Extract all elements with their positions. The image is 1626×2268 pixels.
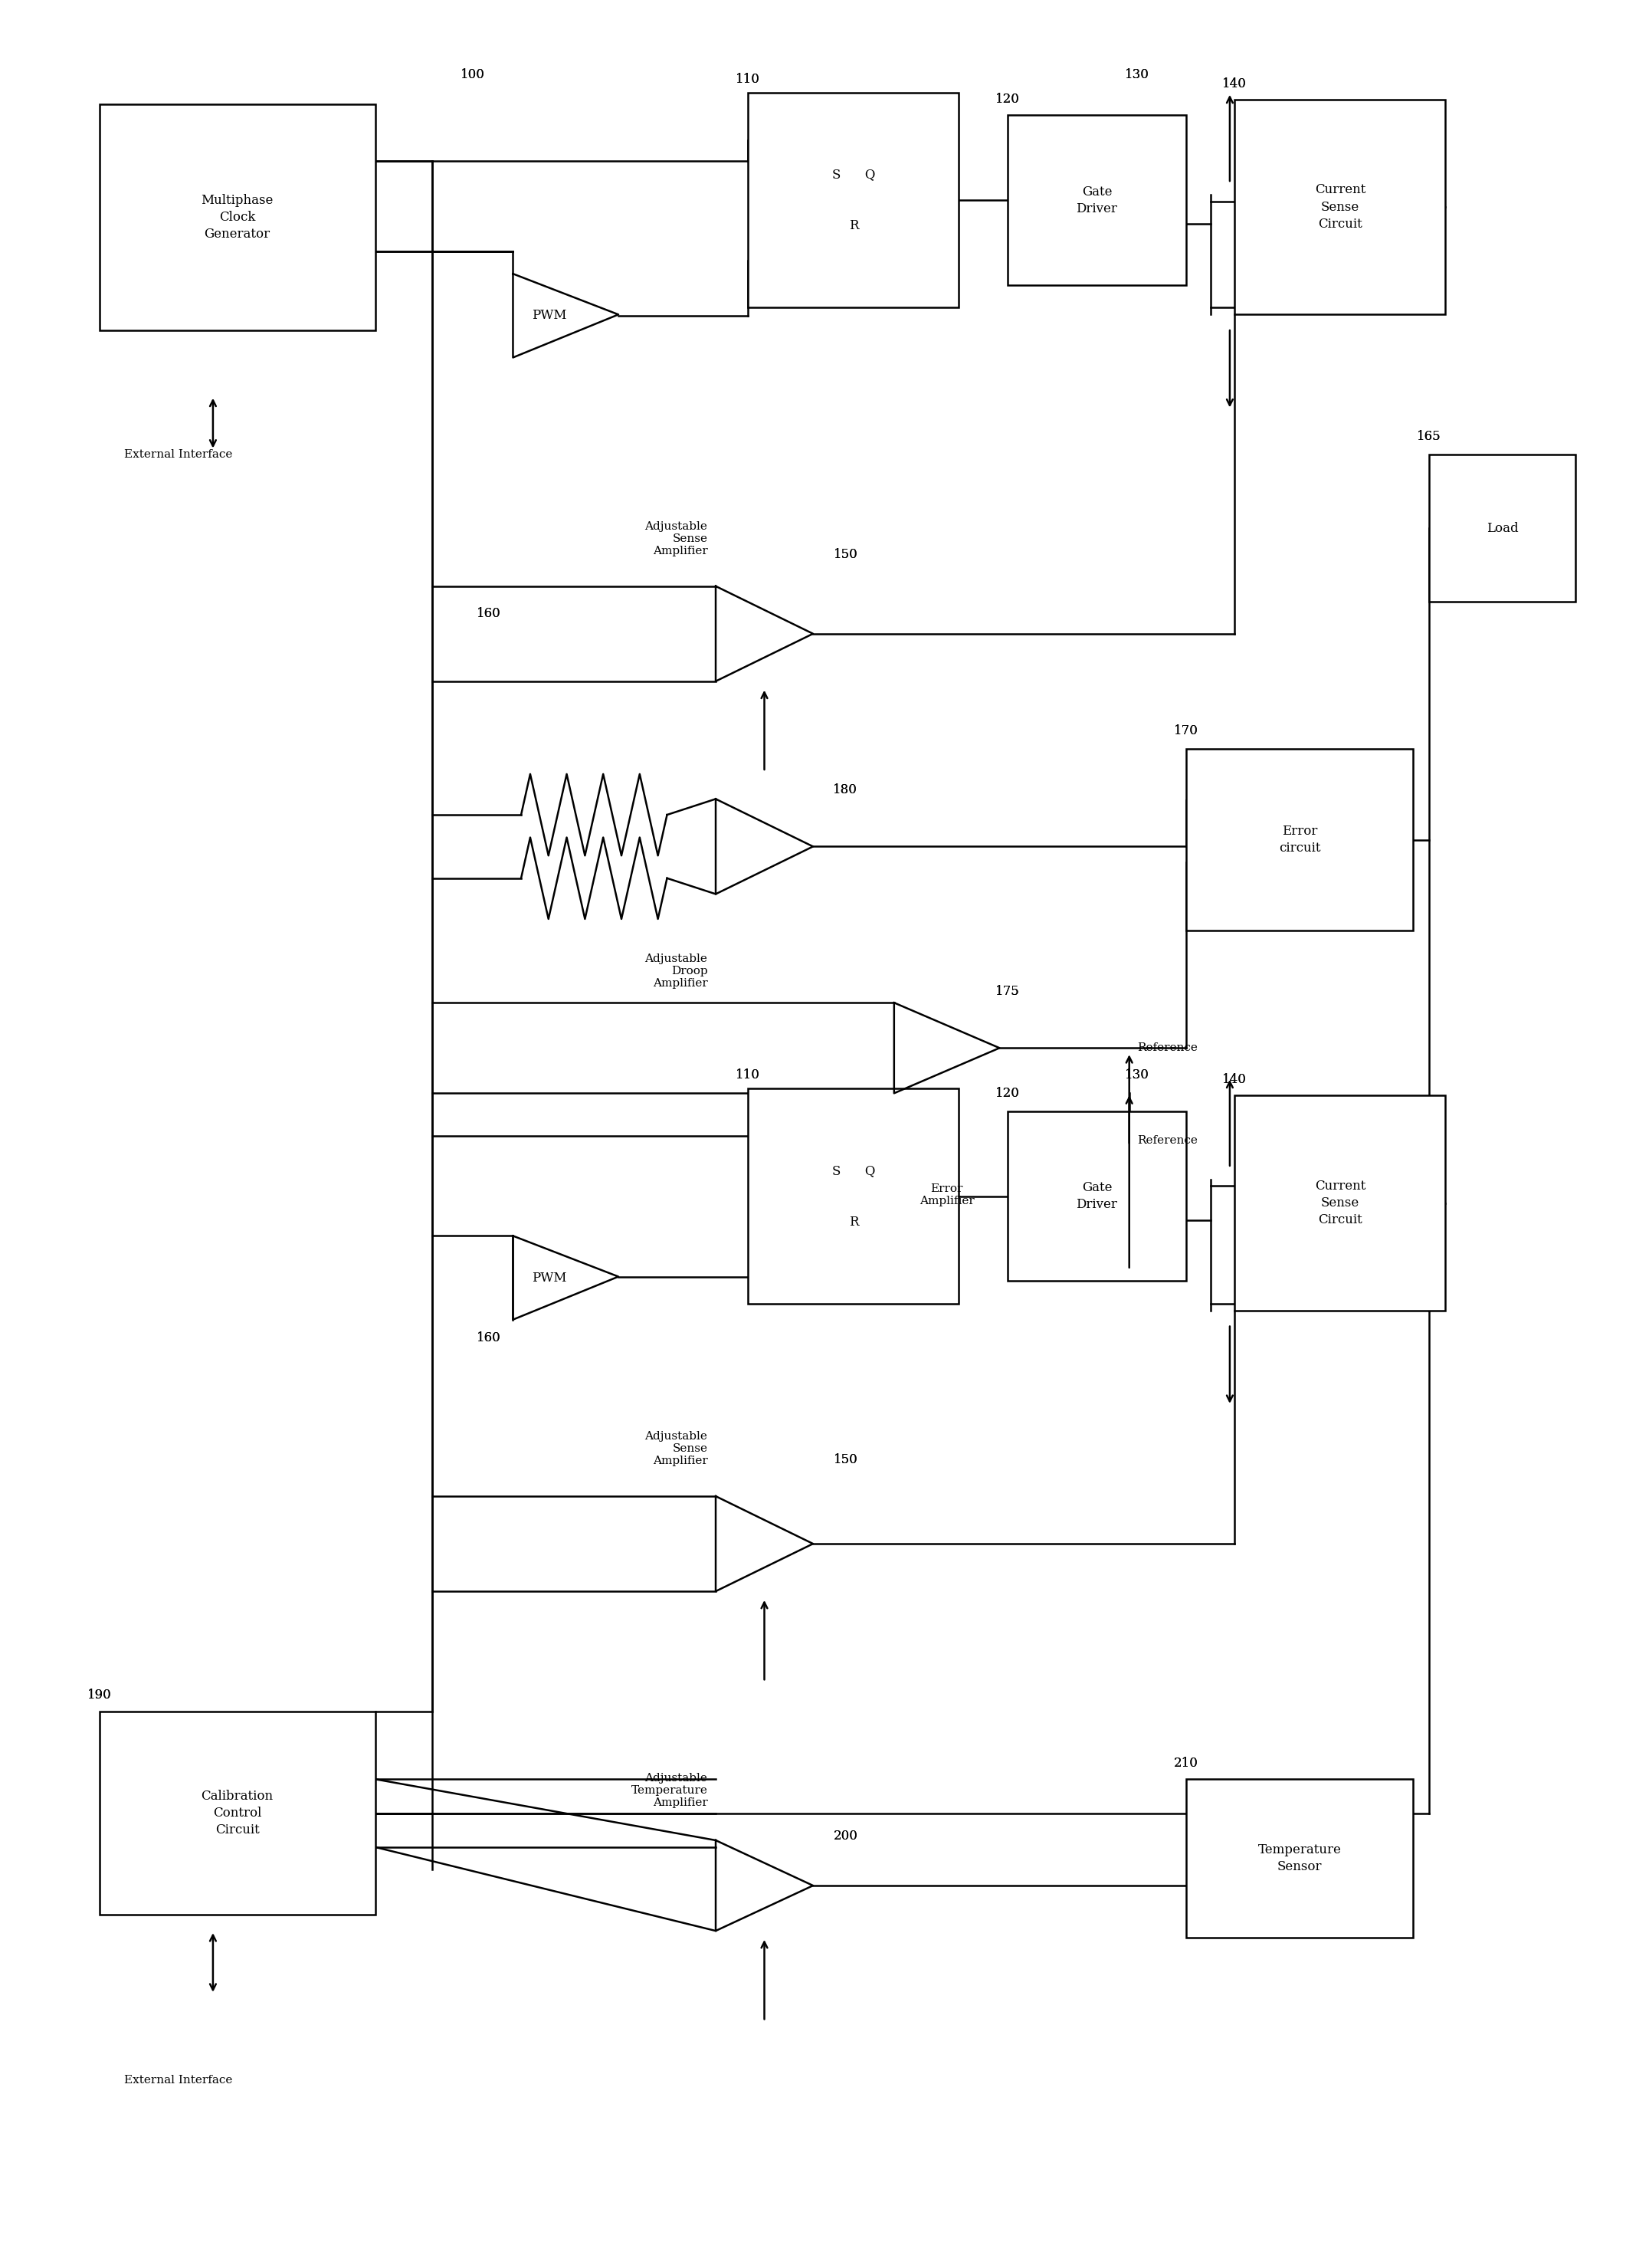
Text: Temperature
Sensor: Temperature Sensor [1259, 1844, 1341, 1873]
Text: 130: 130 [1125, 68, 1150, 82]
Text: 180: 180 [833, 782, 857, 796]
Text: 175: 175 [995, 984, 1020, 998]
Text: 150: 150 [833, 1454, 857, 1467]
Text: 120: 120 [995, 1086, 1020, 1100]
Text: PWM: PWM [532, 1272, 567, 1284]
Text: 100: 100 [460, 68, 485, 82]
Text: 175: 175 [995, 984, 1020, 998]
Text: Calibration
Control
Circuit: Calibration Control Circuit [202, 1789, 273, 1837]
FancyBboxPatch shape [1429, 456, 1576, 601]
Text: 200: 200 [833, 1830, 857, 1842]
FancyBboxPatch shape [1008, 116, 1185, 286]
FancyBboxPatch shape [1185, 1778, 1413, 1937]
Text: S      Q


R: S Q R [833, 168, 875, 231]
Text: Current
Sense
Circuit: Current Sense Circuit [1315, 184, 1366, 231]
Text: 210: 210 [1174, 1758, 1198, 1769]
Text: 110: 110 [737, 73, 761, 86]
Text: Error
Amplifier: Error Amplifier [919, 1184, 974, 1207]
Text: 140: 140 [1223, 1073, 1247, 1086]
FancyBboxPatch shape [748, 93, 959, 308]
Text: 120: 120 [995, 93, 1020, 107]
Text: Multiphase
Clock
Generator: Multiphase Clock Generator [202, 193, 273, 240]
Text: 180: 180 [833, 782, 857, 796]
Text: 200: 200 [833, 1830, 857, 1842]
Text: Current
Sense
Circuit: Current Sense Circuit [1315, 1179, 1366, 1227]
Text: 140: 140 [1223, 77, 1247, 91]
Text: 110: 110 [737, 1068, 761, 1082]
Text: Adjustable
Sense
Amplifier: Adjustable Sense Amplifier [646, 1431, 707, 1467]
Text: Reference: Reference [1137, 1043, 1198, 1052]
FancyBboxPatch shape [99, 1712, 376, 1914]
Text: Reference: Reference [1137, 1136, 1198, 1145]
Text: External Interface: External Interface [124, 2075, 233, 2087]
Text: Adjustable
Sense
Amplifier: Adjustable Sense Amplifier [646, 522, 707, 556]
Text: 120: 120 [995, 1086, 1020, 1100]
FancyBboxPatch shape [748, 1089, 959, 1304]
Text: 150: 150 [833, 549, 857, 560]
Text: 165: 165 [1418, 431, 1441, 442]
FancyBboxPatch shape [1185, 748, 1413, 930]
FancyBboxPatch shape [99, 104, 376, 331]
Text: 110: 110 [737, 73, 761, 86]
FancyBboxPatch shape [1008, 1111, 1185, 1281]
Text: 130: 130 [1125, 1068, 1150, 1082]
Text: Adjustable
Temperature
Amplifier: Adjustable Temperature Amplifier [631, 1774, 707, 1808]
Text: 120: 120 [995, 93, 1020, 107]
Text: 150: 150 [833, 1454, 857, 1467]
FancyBboxPatch shape [1234, 100, 1446, 315]
Text: 100: 100 [460, 68, 485, 82]
Text: 110: 110 [737, 1068, 761, 1082]
Text: 165: 165 [1418, 431, 1441, 442]
Text: 130: 130 [1125, 1068, 1150, 1082]
Text: 170: 170 [1174, 723, 1198, 737]
Text: PWM: PWM [532, 308, 567, 322]
Text: 150: 150 [833, 549, 857, 560]
Text: 140: 140 [1223, 77, 1247, 91]
Text: 160: 160 [476, 608, 501, 619]
Text: 210: 210 [1174, 1758, 1198, 1769]
Text: Load: Load [1486, 522, 1519, 535]
Text: Adjustable
Droop
Amplifier: Adjustable Droop Amplifier [646, 953, 707, 989]
Text: 130: 130 [1125, 68, 1150, 82]
Text: 170: 170 [1174, 723, 1198, 737]
Text: 190: 190 [88, 1690, 112, 1701]
Text: Error
circuit: Error circuit [1278, 826, 1320, 855]
Text: Gate
Driver: Gate Driver [1076, 1182, 1117, 1211]
Text: Gate
Driver: Gate Driver [1076, 186, 1117, 215]
Text: 140: 140 [1223, 1073, 1247, 1086]
FancyBboxPatch shape [1234, 1095, 1446, 1311]
Text: 160: 160 [476, 1331, 501, 1345]
Text: 160: 160 [476, 608, 501, 619]
Text: External Interface: External Interface [124, 449, 233, 460]
Text: S      Q


R: S Q R [833, 1163, 875, 1229]
Text: 160: 160 [476, 1331, 501, 1345]
Text: 190: 190 [88, 1690, 112, 1701]
